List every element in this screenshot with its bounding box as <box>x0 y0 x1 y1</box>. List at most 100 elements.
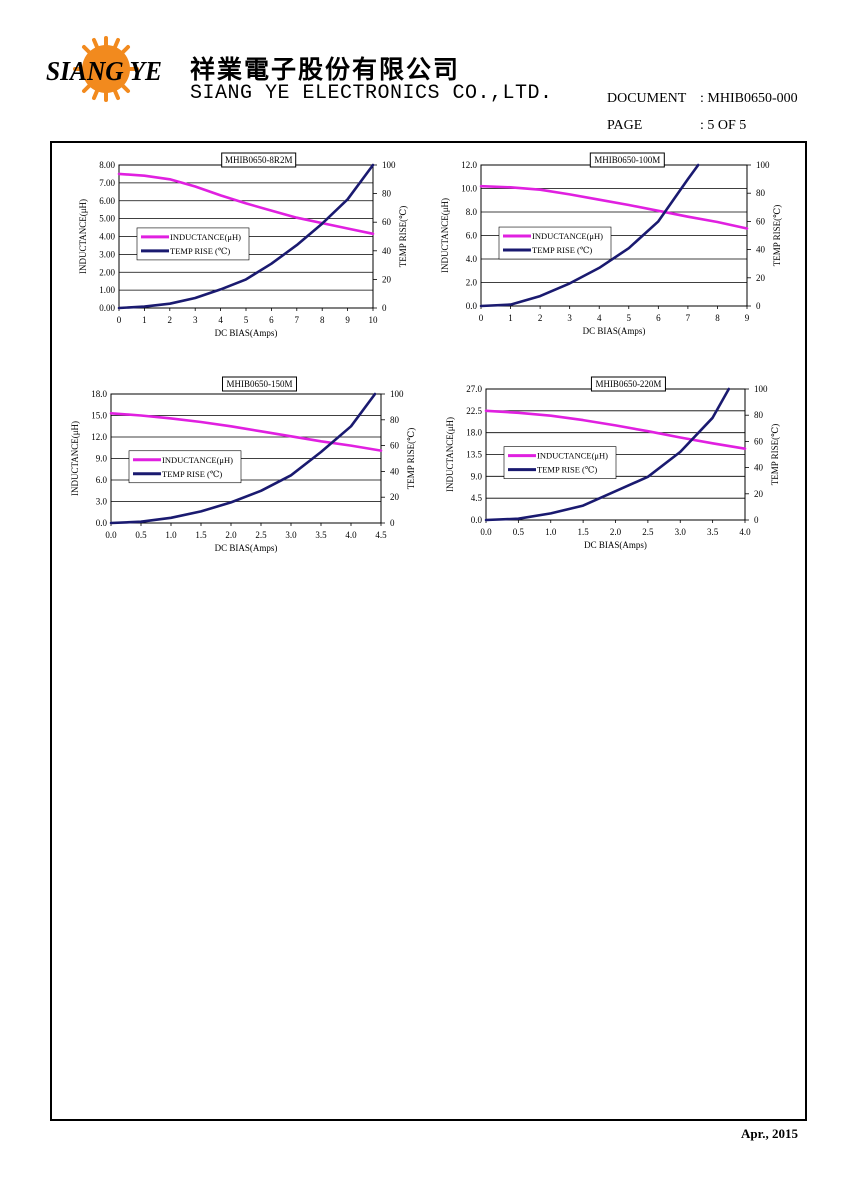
x-tick-label: 8 <box>320 315 325 325</box>
y-axis-label: INDUCTANCE(μH) <box>445 417 455 492</box>
temp-rise-series-line <box>109 392 377 525</box>
x-tick-label: 1 <box>508 313 513 323</box>
x-tick-label: 2.5 <box>255 530 267 540</box>
x-tick-label: 0.5 <box>513 527 525 537</box>
y-tick-label: 5.00 <box>99 214 115 224</box>
x-tick-label: 4 <box>218 315 223 325</box>
x-tick-label: 6 <box>656 313 661 323</box>
y2-tick-label: 60 <box>756 216 766 226</box>
inductance-series-line <box>109 411 383 452</box>
chart-title-box <box>222 376 297 392</box>
y-tick-label: 0.0 <box>466 301 478 311</box>
x-tick-label: 7 <box>686 313 691 323</box>
x-tick-label: 4.0 <box>739 527 751 537</box>
legend-entry: INDUCTANCE(μH) <box>532 231 603 241</box>
y2-tick-label: 0 <box>382 303 387 313</box>
legend-entry: INDUCTANCE(μH) <box>537 451 608 461</box>
x-tick-label: 8 <box>715 313 720 323</box>
y2-tick-label: 40 <box>382 246 392 256</box>
x-axis-label: DC BIAS(Amps) <box>215 328 278 338</box>
y2-axis-label: TEMP RISE(℃) <box>772 205 782 266</box>
chart-title: MHIB0650-100M <box>594 155 660 165</box>
x-tick-label: 3 <box>193 315 198 325</box>
x-axis-label: DC BIAS(Amps) <box>215 543 278 553</box>
y-axis-label: INDUCTANCE(μH) <box>78 199 88 274</box>
y-tick-label: 0.0 <box>471 515 483 525</box>
y2-tick-label: 40 <box>390 466 400 476</box>
x-tick-label: 3 <box>567 313 572 323</box>
page-value: : 5 OF 5 <box>700 118 747 133</box>
inductance-series-line <box>479 184 749 230</box>
footer-date: Apr., 2015 <box>741 1126 798 1141</box>
x-tick-label: 2.0 <box>610 527 622 537</box>
y2-tick-label: 0 <box>390 518 395 528</box>
y-tick-label: 18.0 <box>91 389 107 399</box>
y-tick-label: 4.00 <box>99 232 115 242</box>
x-tick-label: 7 <box>295 315 300 325</box>
y2-tick-label: 100 <box>756 160 770 170</box>
y2-tick-label: 100 <box>382 160 396 170</box>
plot-area <box>110 393 382 524</box>
y-tick-label: 8.00 <box>99 160 115 170</box>
inductance-series-line <box>117 172 375 236</box>
y-axis-label: INDUCTANCE(μH) <box>440 198 450 273</box>
company-logo: SIANG YE <box>46 36 162 102</box>
y-tick-label: 0.0 <box>96 518 108 528</box>
y2-tick-label: 80 <box>754 410 764 420</box>
x-tick-label: 1.0 <box>165 530 177 540</box>
inductance-series-line <box>484 409 747 450</box>
document-label: DOCUMENT <box>607 91 687 106</box>
x-tick-label: 9 <box>345 315 350 325</box>
legend-entry: TEMP RISE (℃) <box>532 245 592 255</box>
temp-rise-series-line <box>484 387 731 522</box>
x-tick-label: 9 <box>745 313 750 323</box>
chart-title-box <box>590 376 666 392</box>
y-tick-label: 27.0 <box>466 384 482 394</box>
y2-tick-label: 40 <box>754 463 764 473</box>
legend-entry: TEMP RISE (℃) <box>170 246 230 256</box>
y-tick-label: 10.0 <box>461 184 477 194</box>
y-tick-label: 12.0 <box>91 432 107 442</box>
x-tick-label: 2.5 <box>642 527 654 537</box>
chart-mhib0650-220m: 0.0 4.5 9.0 13.5 18.0 22.5 27.0 0 20 40 60 80 100 0.0… <box>445 376 780 550</box>
y2-tick-label: 20 <box>390 492 400 502</box>
y2-tick-label: 20 <box>754 489 764 499</box>
company-name-english: SIANG YE ELECTRONICS CO.,LTD. <box>190 82 553 105</box>
y-tick-label: 6.00 <box>99 196 115 206</box>
page-label: PAGE <box>607 118 643 133</box>
y-tick-label: 7.00 <box>99 178 115 188</box>
y2-tick-label: 60 <box>390 441 400 451</box>
x-tick-label: 10 <box>369 315 379 325</box>
legend-box <box>136 227 250 261</box>
x-tick-label: 2.0 <box>225 530 237 540</box>
legend-entry: INDUCTANCE(μH) <box>162 455 233 465</box>
x-tick-label: 2 <box>168 315 173 325</box>
y2-tick-label: 60 <box>382 217 392 227</box>
chart-title: MHIB0650-220M <box>595 379 661 389</box>
sunburst-logo-icon <box>73 36 139 102</box>
x-tick-label: 1.5 <box>195 530 207 540</box>
y2-axis-label: TEMP RISE(℃) <box>398 206 408 267</box>
legend-box <box>498 226 612 260</box>
x-tick-label: 4.5 <box>375 530 387 540</box>
x-tick-label: 1.5 <box>578 527 590 537</box>
chart-title-box <box>221 152 297 168</box>
x-tick-label: 3.5 <box>707 527 719 537</box>
y-tick-label: 15.0 <box>91 411 107 421</box>
y-tick-label: 1.00 <box>99 285 115 295</box>
y-axis-label: INDUCTANCE(μH) <box>70 421 80 496</box>
y-tick-label: 0.00 <box>99 303 115 313</box>
y-tick-label: 3.00 <box>99 249 115 259</box>
x-tick-label: 2 <box>538 313 543 323</box>
legend-entry: TEMP RISE (℃) <box>162 469 222 479</box>
chart-title: MHIB0650-8R2M <box>225 155 293 165</box>
y-tick-label: 18.0 <box>466 428 482 438</box>
x-tick-label: 5 <box>244 315 249 325</box>
y2-tick-label: 20 <box>382 274 392 284</box>
x-tick-label: 0.0 <box>480 527 492 537</box>
legend-box <box>503 446 617 479</box>
y-tick-label: 12.0 <box>461 160 477 170</box>
y2-tick-label: 0 <box>754 515 759 525</box>
y2-tick-label: 40 <box>756 245 766 255</box>
x-tick-label: 1.0 <box>545 527 557 537</box>
